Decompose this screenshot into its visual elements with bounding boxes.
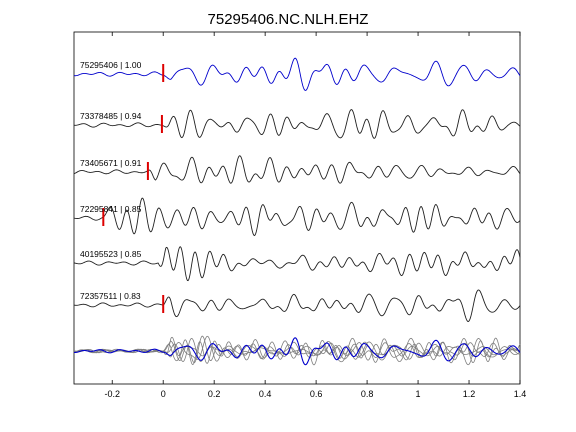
plot-frame	[73, 31, 521, 385]
trace-label: 73405671 | 0.91	[80, 158, 142, 168]
trace-line	[73, 109, 521, 139]
trace-label: 72357511 | 0.83	[80, 291, 141, 301]
x-tick-label: 1	[416, 389, 421, 399]
stack-trace	[73, 335, 520, 362]
chart-title: 75295406.NC.NLH.EHZ	[208, 11, 369, 28]
x-tick-label: 0.6	[310, 389, 323, 399]
stack-trace	[73, 336, 521, 365]
pick-markers	[102, 64, 165, 313]
trace-line	[73, 289, 521, 322]
stack-reference-trace	[73, 337, 521, 366]
x-tick-label: -0.2	[104, 389, 120, 399]
x-tick-label: 0.4	[259, 389, 272, 399]
stack-trace	[73, 338, 521, 366]
trace-labels: 75295406 | 1.00 73378485 | 0.94 73405671 |…	[80, 60, 142, 301]
x-tick-label: 0.8	[361, 389, 374, 399]
x-tick-label: 0.2	[208, 389, 221, 399]
x-axis: -0.2 0 0.2 0.4 0.6 0.8 1 1.2 1.4	[104, 32, 526, 399]
trace-label: 72295841 | 0.85	[80, 204, 142, 214]
trace-line	[73, 246, 521, 282]
x-tick-label: 1.2	[463, 389, 476, 399]
trace-label: 40195523 | 0.85	[80, 249, 142, 259]
x-tick-label: 1.4	[514, 389, 527, 399]
trace-group	[73, 57, 521, 322]
trace-label: 75295406 | 1.00	[80, 60, 142, 70]
trace-label: 73378485 | 0.94	[80, 111, 142, 121]
x-tick-label: 0	[161, 389, 166, 399]
overlay-stack	[73, 335, 521, 366]
trace-line	[73, 197, 521, 237]
trace-line	[73, 57, 521, 91]
